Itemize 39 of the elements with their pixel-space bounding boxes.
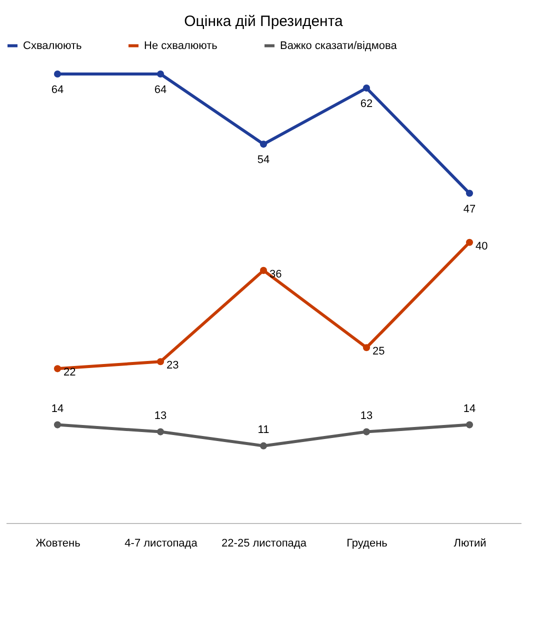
data-label: 22 (64, 366, 76, 379)
legend-label: Важко сказати/відмова (280, 40, 398, 52)
point (260, 140, 268, 148)
data-label: 62 (360, 98, 373, 110)
chart-title: Оцінка дій Президента (184, 13, 344, 30)
legend-label: Не схвалюють (144, 40, 218, 52)
x-tick-label: 4-7 листопада (124, 538, 198, 550)
legend-label: Схвалюють (23, 40, 82, 52)
point (156, 70, 164, 78)
data-label: 13 (154, 410, 167, 422)
data-label: 64 (154, 84, 167, 96)
point (362, 428, 370, 436)
data-label: 23 (166, 360, 179, 372)
data-label: 25 (372, 346, 385, 358)
point (260, 442, 268, 450)
point (54, 365, 62, 372)
data-label: 14 (51, 402, 64, 415)
point (54, 70, 62, 78)
data-label: 14 (463, 402, 476, 415)
point (362, 84, 370, 92)
point (466, 421, 474, 428)
point (156, 428, 164, 436)
data-label: 13 (360, 410, 373, 422)
point (362, 344, 370, 352)
data-label: 64 (51, 84, 64, 96)
data-label: 11 (258, 424, 270, 436)
x-tick-label: Грудень (346, 538, 388, 550)
data-label: 54 (257, 154, 270, 166)
x-tick-label: Жовтень (36, 538, 81, 550)
point (156, 358, 164, 366)
point (466, 190, 474, 197)
x-tick-label: Лютий (454, 538, 486, 550)
point (54, 421, 62, 428)
point (260, 266, 268, 274)
data-label: 36 (270, 268, 282, 280)
data-label: 47 (463, 203, 476, 216)
data-label: 40 (476, 240, 488, 252)
point (466, 238, 474, 246)
x-tick-label: 22-25 листопада (222, 538, 308, 550)
